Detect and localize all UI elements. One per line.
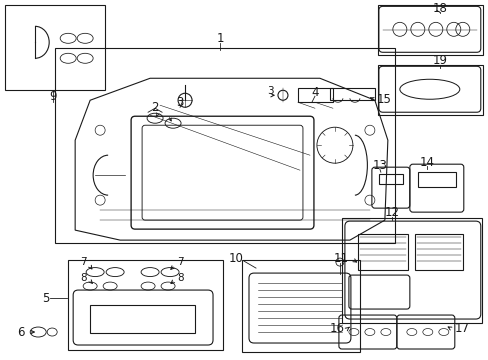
Text: 8: 8 bbox=[80, 273, 86, 283]
Bar bbox=[341, 218, 481, 323]
Bar bbox=[377, 65, 482, 115]
Text: 8: 8 bbox=[177, 273, 183, 283]
Bar bbox=[329, 88, 374, 100]
Text: 18: 18 bbox=[431, 2, 447, 15]
Text: 4: 4 bbox=[310, 86, 318, 99]
Bar bbox=[5, 5, 105, 90]
Bar bbox=[357, 234, 407, 270]
Text: 7: 7 bbox=[177, 257, 183, 267]
Text: 13: 13 bbox=[372, 159, 386, 172]
Text: 14: 14 bbox=[419, 156, 433, 169]
Bar bbox=[377, 5, 482, 55]
Bar bbox=[55, 48, 394, 243]
Text: 15: 15 bbox=[376, 93, 391, 106]
Text: 7: 7 bbox=[80, 257, 86, 267]
Text: 17: 17 bbox=[454, 321, 469, 334]
Text: 12: 12 bbox=[384, 206, 399, 219]
Bar bbox=[378, 174, 402, 184]
Text: 1: 1 bbox=[216, 32, 224, 45]
Text: 10: 10 bbox=[229, 252, 244, 265]
Text: 3: 3 bbox=[176, 96, 183, 109]
Text: 9: 9 bbox=[49, 90, 57, 103]
Text: 2: 2 bbox=[151, 101, 159, 114]
Bar bbox=[90, 305, 195, 333]
Bar bbox=[417, 172, 455, 187]
Bar bbox=[414, 234, 462, 270]
Text: 3: 3 bbox=[266, 86, 273, 96]
Text: 16: 16 bbox=[329, 321, 344, 334]
Text: 19: 19 bbox=[431, 54, 447, 67]
Text: 11: 11 bbox=[333, 252, 348, 265]
Text: 6: 6 bbox=[17, 325, 24, 338]
Bar bbox=[68, 260, 223, 350]
Text: 5: 5 bbox=[42, 292, 49, 305]
Bar bbox=[297, 88, 332, 102]
Bar bbox=[242, 260, 359, 352]
